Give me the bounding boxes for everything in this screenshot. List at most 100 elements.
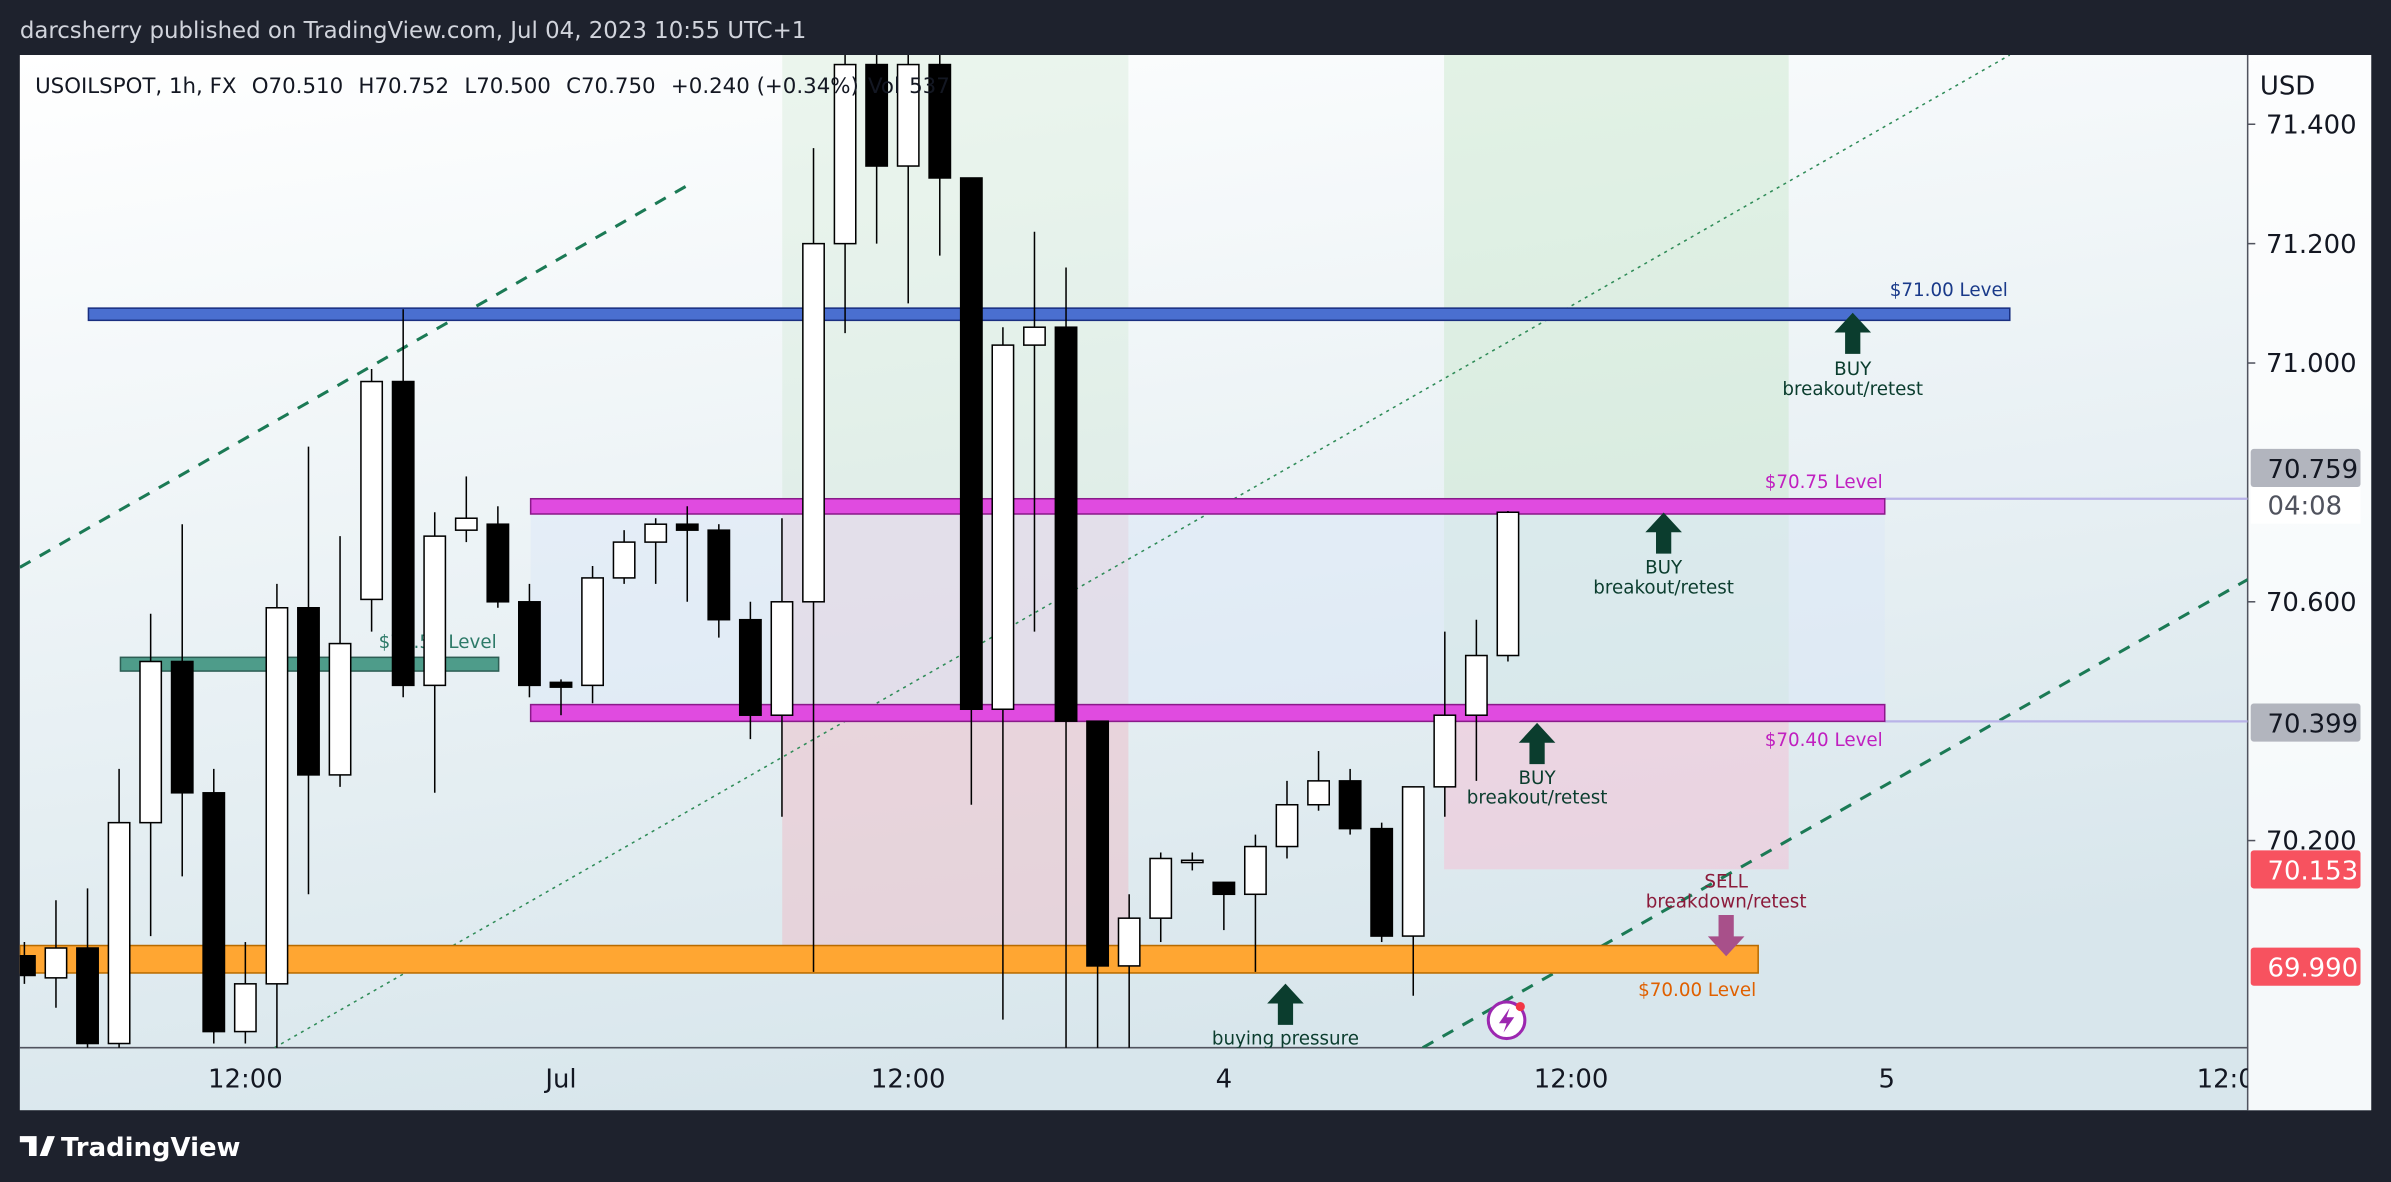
candles bbox=[19, 55, 1520, 1048]
legend-item: USOILSPOT, 1h, FX bbox=[35, 74, 236, 99]
candle-body bbox=[833, 63, 857, 245]
candle-body bbox=[1180, 859, 1204, 864]
stop-zone bbox=[1444, 704, 1789, 870]
level-label: $71.00 Level bbox=[1890, 280, 2008, 301]
range-zone bbox=[530, 513, 1885, 705]
candle-body bbox=[644, 523, 668, 543]
buy-arrow bbox=[1645, 512, 1682, 554]
price-label: 70.153 bbox=[2267, 856, 2358, 886]
plot: $70.50 Level $71.00 Level $70.75 Level $… bbox=[19, 55, 2248, 1050]
y-tick-label: 71.000 bbox=[2266, 349, 2357, 379]
candle-body bbox=[549, 681, 573, 688]
candle-body bbox=[1496, 511, 1520, 657]
candle-body bbox=[486, 523, 510, 603]
x-tick-label: 12:00 bbox=[2197, 1064, 2272, 1094]
candle-body bbox=[1401, 786, 1425, 937]
level-label: $70.75 Level bbox=[1765, 472, 1883, 493]
candle-body bbox=[1433, 714, 1457, 788]
candle-body bbox=[1464, 654, 1488, 716]
countdown: 04:08 bbox=[2267, 492, 2342, 522]
candle-body bbox=[896, 63, 920, 167]
brand-logo bbox=[19, 1136, 55, 1156]
candle-body bbox=[1307, 780, 1330, 806]
legend-item: O70.510 bbox=[252, 74, 343, 99]
level-label: $70.40 Level bbox=[1765, 730, 1883, 751]
candle-body bbox=[865, 63, 889, 167]
x-tick-label: 12:00 bbox=[208, 1064, 283, 1094]
candle-body bbox=[770, 601, 794, 716]
candle-body bbox=[454, 517, 478, 531]
candle-body bbox=[991, 344, 1015, 711]
x-axis: 12:00 Jul 12:00 4 12:00 5 12:00 bbox=[208, 1064, 2272, 1094]
level-band bbox=[19, 944, 1759, 974]
candle-body bbox=[1149, 857, 1173, 919]
x-tick-label: 12:00 bbox=[871, 1064, 946, 1094]
candle-body bbox=[170, 660, 194, 794]
candle-body bbox=[360, 380, 384, 601]
price-label-box bbox=[2250, 850, 2361, 889]
candle-body bbox=[1275, 803, 1299, 848]
annotation: breakout/retest bbox=[1467, 788, 1608, 809]
legend-item: Vol bbox=[868, 74, 900, 99]
candle-body bbox=[19, 955, 36, 977]
countdown-box bbox=[2250, 487, 2361, 524]
x-tick-label: Jul bbox=[543, 1064, 576, 1094]
candle-body bbox=[738, 618, 762, 716]
candle-body bbox=[76, 947, 99, 1045]
candle-body bbox=[1212, 881, 1236, 896]
price-label-box bbox=[2250, 448, 2361, 488]
alert-dot bbox=[1515, 1001, 1525, 1012]
price-label: 70.759 bbox=[2267, 455, 2358, 485]
legend-item: L70.500 bbox=[464, 74, 551, 99]
candle-body bbox=[139, 660, 163, 824]
candle-body bbox=[612, 541, 636, 579]
x-tick-label: 4 bbox=[1216, 1064, 1232, 1094]
candle-body bbox=[328, 642, 352, 776]
sell-arrow bbox=[1707, 915, 1745, 957]
x-tick-label: 5 bbox=[1878, 1064, 1894, 1094]
alert-icon bbox=[1498, 1008, 1515, 1033]
level-band bbox=[529, 497, 1886, 515]
candle-body bbox=[802, 242, 825, 603]
candle-body bbox=[233, 983, 257, 1033]
candle-body bbox=[423, 535, 447, 687]
candle-body bbox=[1023, 326, 1046, 346]
currency[interactable]: USD bbox=[2260, 72, 2315, 102]
candle-body bbox=[1054, 326, 1078, 722]
legend: USOILSPOT, 1h, FX O70.510 H70.752 L70.500 C7… bbox=[35, 74, 950, 99]
candle-body bbox=[1117, 917, 1141, 967]
annotation: BUY bbox=[1645, 557, 1683, 578]
annotation: BUY bbox=[1519, 768, 1557, 789]
legend-item: +0.240 (+0.34%) bbox=[671, 74, 859, 99]
annotation: buying pressure bbox=[1212, 1029, 1359, 1050]
price-label: 69.990 bbox=[2267, 954, 2358, 984]
legend-item: C70.750 bbox=[566, 74, 656, 99]
buy-arrow bbox=[1518, 722, 1556, 765]
annotation: breakout/retest bbox=[1593, 577, 1734, 598]
candle-body bbox=[1243, 845, 1267, 896]
y-tick-label: 71.200 bbox=[2266, 230, 2357, 260]
candle-body bbox=[44, 947, 68, 979]
candle-body bbox=[707, 529, 731, 621]
legend-item: H70.752 bbox=[358, 74, 449, 99]
candle-body bbox=[675, 523, 699, 531]
candle-body bbox=[297, 607, 320, 776]
candle-body bbox=[1086, 720, 1110, 967]
buy-arrow bbox=[1834, 312, 1872, 354]
buy-arrow bbox=[1267, 983, 1304, 1025]
candle-body bbox=[1370, 827, 1394, 937]
candle-body bbox=[202, 792, 226, 1033]
candle-body bbox=[517, 601, 541, 687]
brand: TradingView bbox=[61, 1133, 241, 1163]
annotation: breakdown/retest bbox=[1646, 891, 1807, 912]
price-label-box bbox=[2250, 703, 2361, 742]
candle-body bbox=[959, 177, 983, 711]
candle-body bbox=[928, 63, 952, 179]
legend-item: 537 bbox=[909, 74, 950, 99]
candle-body bbox=[1338, 780, 1362, 830]
candle-body bbox=[391, 380, 415, 687]
candle-body bbox=[265, 607, 289, 985]
publisher: darcsherry published on TradingView.com,… bbox=[20, 18, 807, 44]
annotation: BUY bbox=[1834, 359, 1872, 380]
